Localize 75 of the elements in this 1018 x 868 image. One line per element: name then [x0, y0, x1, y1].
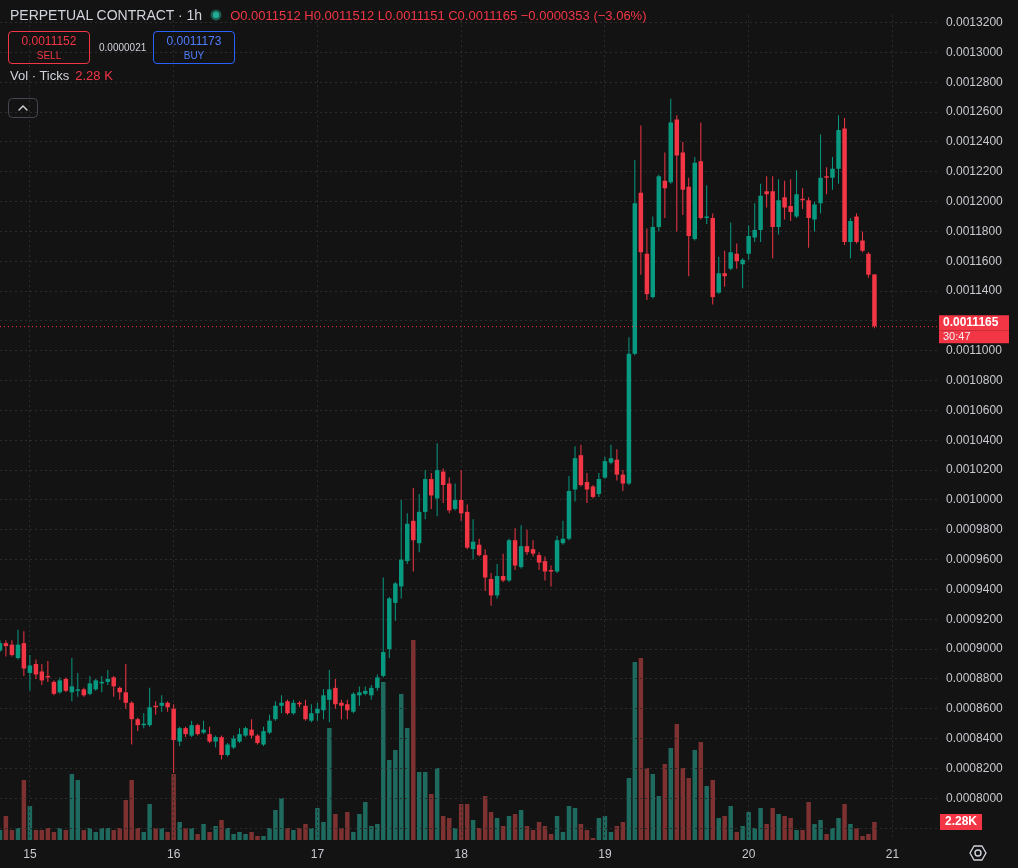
- bar: [159, 828, 164, 840]
- y-tick-label: 0.0008000: [946, 790, 1004, 805]
- y-tick-label: 0.0011800: [946, 223, 1003, 238]
- candlestick: [75, 672, 81, 697]
- x-tick-label: 20: [742, 846, 756, 861]
- y-tick-label: 0.0008400: [946, 730, 1004, 745]
- bar: [189, 828, 194, 840]
- y-tick-label: 0.0012000: [946, 193, 1004, 208]
- bar: [153, 828, 158, 840]
- annotation: BUY: [182, 49, 206, 62]
- annotation: 0.0000021: [99, 42, 147, 53]
- bar: [848, 824, 853, 840]
- bar: [776, 814, 781, 840]
- y-tick-label: 0.0010000: [946, 492, 1004, 507]
- x-tick-label: 16: [166, 846, 181, 861]
- y-tick-label: 0.0012400: [946, 134, 1004, 149]
- y-tick-label: 0.0012800: [946, 74, 1004, 89]
- annotation: 0.0011173: [165, 34, 223, 49]
- chart-subtitle: O0.0011512 H0.0011512 L0.0011151 C0.0011165 −0.0000353 (−3.06%): [230, 7, 647, 23]
- bar: [207, 832, 212, 840]
- chart-title: Vol · Ticks: [10, 68, 70, 83]
- y-tick-label: 0.0008200: [946, 760, 1004, 775]
- y-tick-label: 0.0008600: [946, 701, 1004, 716]
- bar: [728, 806, 733, 840]
- candlestick: [824, 167, 829, 195]
- candlestick: [722, 250, 727, 287]
- y-tick-label: 0.0009000: [946, 641, 1004, 656]
- ref-line-label: 0.0011165: [943, 314, 999, 329]
- buy-button: 0.0011173 BUY: [153, 31, 235, 64]
- annotation: 0.0011152: [20, 34, 78, 49]
- bar: [411, 640, 416, 840]
- x-tick-label: 15: [23, 846, 37, 861]
- y-tick-label: 0.0009800: [946, 522, 1004, 537]
- bar: [291, 830, 296, 840]
- bar: [794, 830, 799, 840]
- bar: [842, 804, 847, 840]
- y-tick-label: 0.0010800: [946, 372, 1004, 387]
- y-tick-label: 0.0011400: [946, 283, 1003, 298]
- bar: [219, 820, 224, 840]
- annotation: 2.28 K: [75, 68, 113, 83]
- sell-button: 0.0011152 SELL: [8, 31, 90, 64]
- bar: [201, 824, 206, 840]
- y-tick-label: 0.0009400: [946, 581, 1004, 596]
- bar: [195, 834, 200, 840]
- bar: [213, 826, 218, 840]
- annotation: SELL: [35, 49, 63, 62]
- x-tick-label: 17: [310, 846, 325, 861]
- y-tick-label: 0.0009200: [946, 611, 1004, 626]
- y-tick-label: 0.0012600: [946, 104, 1004, 119]
- bar: [722, 816, 727, 840]
- y-tick-label: 0.0010200: [946, 462, 1004, 477]
- y-tick-label: 0.0011600: [946, 253, 1003, 268]
- text: 30:47: [943, 329, 971, 342]
- bar: [177, 822, 182, 840]
- y-tick-label: 0.0011000: [946, 343, 1003, 358]
- y-tick-label: 0.0012200: [946, 164, 1004, 179]
- bar: [0, 830, 3, 840]
- chart-title: PERPETUAL CONTRACT · 1h: [10, 7, 203, 23]
- bar: [704, 786, 709, 840]
- bar: [285, 828, 290, 840]
- bar: [710, 780, 715, 840]
- y-tick-label: 0.0010400: [946, 432, 1004, 447]
- bar: [111, 830, 116, 840]
- y-tick-label: 0.0008800: [946, 671, 1004, 686]
- bar: [824, 834, 829, 840]
- y-tick-label: 0.0009600: [946, 551, 1004, 566]
- bar: [183, 828, 188, 840]
- y-tick-label: 0.0013000: [946, 44, 1004, 59]
- y-tick-label: 0.0010600: [946, 402, 1004, 417]
- bar: [429, 794, 434, 840]
- text: 2.28K: [945, 814, 978, 829]
- y-tick-label: 0.0013200: [946, 14, 1004, 29]
- x-tick-label: 21: [885, 846, 900, 861]
- x-tick-label: 18: [454, 846, 469, 861]
- x-tick-label: 19: [598, 846, 612, 861]
